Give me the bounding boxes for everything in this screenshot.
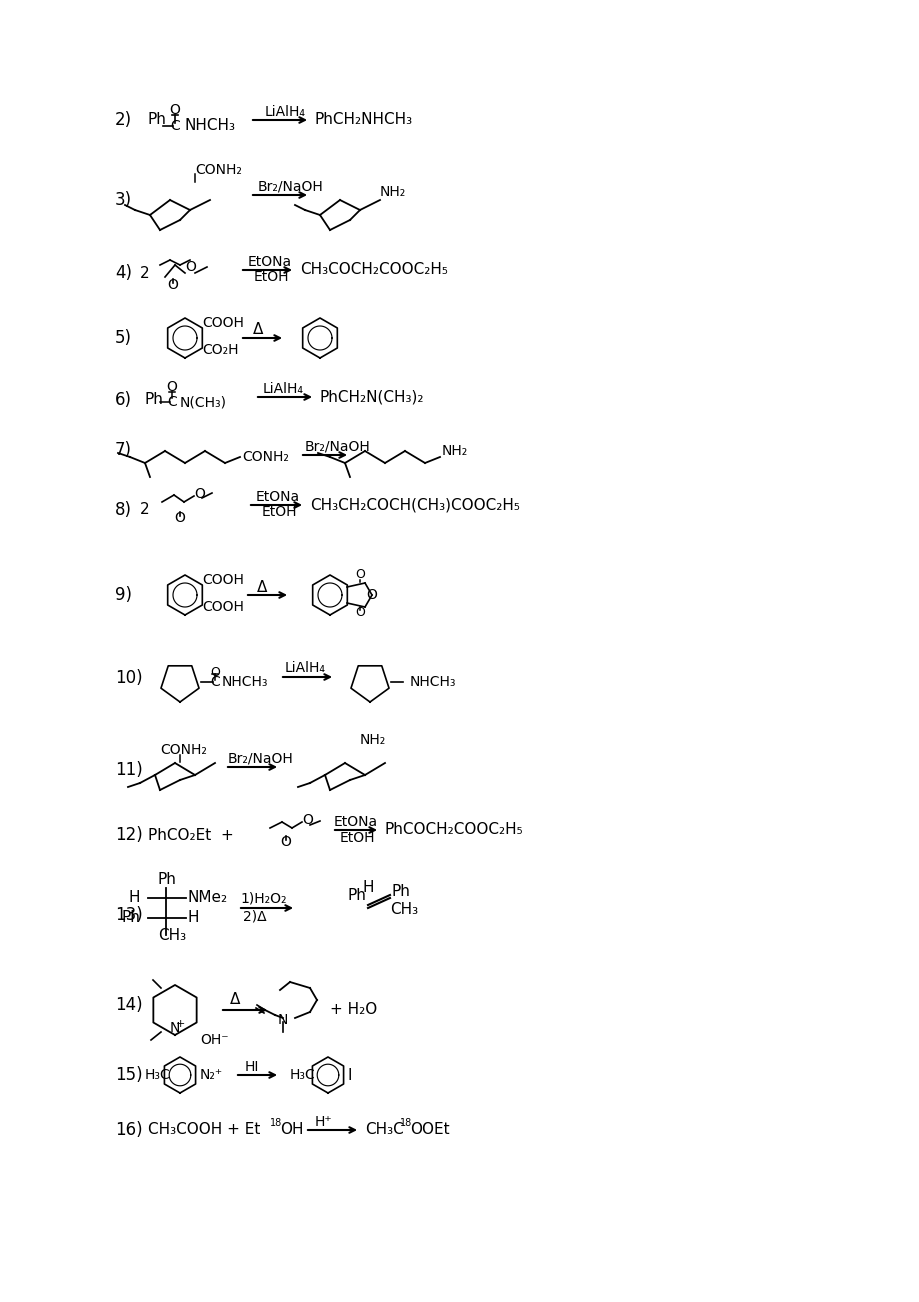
- Text: Ph: Ph: [158, 872, 176, 888]
- Text: 12): 12): [115, 825, 142, 844]
- Text: COOH: COOH: [202, 316, 244, 329]
- Text: C: C: [210, 674, 220, 689]
- Text: 3): 3): [115, 191, 132, 210]
- Text: Br₂/NaOH: Br₂/NaOH: [228, 751, 293, 766]
- Text: PhCH₂N(CH₃)₂: PhCH₂N(CH₃)₂: [320, 389, 424, 405]
- Text: Δ: Δ: [230, 992, 240, 1008]
- Text: CH₃COCH₂COOC₂H₅: CH₃COCH₂COOC₂H₅: [300, 263, 448, 277]
- Text: +: +: [176, 1019, 185, 1029]
- Text: COOH: COOH: [202, 600, 244, 615]
- Text: NHCH₃: NHCH₃: [221, 674, 268, 689]
- Text: O: O: [169, 103, 180, 117]
- Text: NHCH₃: NHCH₃: [185, 118, 236, 134]
- Text: N(CH₃): N(CH₃): [180, 395, 227, 409]
- Text: CH₃CH₂COCH(CH₃)COOC₂H₅: CH₃CH₂COCH(CH₃)COOC₂H₅: [310, 497, 519, 513]
- Text: 5): 5): [115, 329, 131, 348]
- Text: 13): 13): [115, 906, 142, 924]
- Text: N: N: [278, 1013, 288, 1027]
- Text: CH₃C: CH₃C: [365, 1122, 403, 1138]
- Text: 16): 16): [115, 1121, 142, 1139]
- Text: Ph: Ph: [148, 112, 166, 128]
- Text: O: O: [166, 380, 177, 395]
- Text: 2)Δ: 2)Δ: [243, 909, 267, 923]
- Text: H⁺: H⁺: [314, 1115, 333, 1129]
- Text: O: O: [280, 835, 291, 849]
- Text: H: H: [187, 910, 199, 926]
- Text: CONH₂: CONH₂: [195, 163, 242, 177]
- Text: O: O: [355, 607, 365, 620]
- Text: I: I: [347, 1068, 352, 1082]
- Text: EtONa: EtONa: [334, 815, 378, 829]
- Text: 4): 4): [115, 264, 131, 283]
- Text: LiAlH₄: LiAlH₄: [285, 661, 325, 674]
- Text: Ph: Ph: [391, 884, 411, 900]
- Text: O: O: [194, 487, 205, 501]
- Text: 10): 10): [115, 669, 142, 687]
- Text: O: O: [167, 279, 178, 292]
- Text: EtOH: EtOH: [262, 505, 297, 519]
- Text: EtONa: EtONa: [255, 490, 300, 504]
- Text: NMe₂: NMe₂: [187, 891, 228, 905]
- Text: + H₂O: + H₂O: [330, 1003, 377, 1017]
- Text: Δ: Δ: [256, 579, 267, 595]
- Text: 9): 9): [115, 586, 131, 604]
- Text: EtOH: EtOH: [254, 270, 289, 284]
- Text: Br₂/NaOH: Br₂/NaOH: [305, 440, 370, 454]
- Text: CONH₂: CONH₂: [242, 450, 289, 464]
- Text: 2: 2: [140, 266, 150, 280]
- Text: 2: 2: [140, 503, 150, 517]
- Text: H₃C: H₃C: [289, 1068, 315, 1082]
- Text: H: H: [363, 880, 374, 896]
- Text: 18: 18: [269, 1118, 282, 1128]
- Text: PhCOCH₂COOC₂H₅: PhCOCH₂COOC₂H₅: [384, 823, 523, 837]
- Text: COOH: COOH: [202, 573, 244, 587]
- Text: NHCH₃: NHCH₃: [410, 674, 456, 689]
- Text: O: O: [355, 569, 365, 582]
- Text: Br₂/NaOH: Br₂/NaOH: [257, 180, 323, 194]
- Text: NH₂: NH₂: [441, 444, 468, 458]
- Text: Δ: Δ: [253, 323, 263, 337]
- Text: OOEt: OOEt: [410, 1122, 449, 1138]
- Text: H: H: [129, 891, 140, 905]
- Text: LiAlH₄: LiAlH₄: [265, 105, 306, 118]
- Text: 2): 2): [115, 111, 132, 129]
- Text: 8): 8): [115, 501, 131, 519]
- Text: C: C: [170, 118, 180, 133]
- Text: N: N: [170, 1021, 180, 1035]
- Text: CO₂H: CO₂H: [202, 342, 238, 357]
- Text: 7): 7): [115, 441, 131, 460]
- Text: 11): 11): [115, 760, 142, 779]
- Text: O: O: [175, 510, 186, 525]
- Text: 15): 15): [115, 1066, 142, 1085]
- Text: LiAlH₄: LiAlH₄: [263, 381, 303, 396]
- Text: 1)H₂O₂: 1)H₂O₂: [240, 891, 286, 905]
- Text: OH⁻: OH⁻: [199, 1032, 229, 1047]
- Text: Ph: Ph: [121, 910, 140, 926]
- Text: CH₃: CH₃: [158, 927, 186, 943]
- Text: CH₃COOH + Et: CH₃COOH + Et: [148, 1122, 260, 1138]
- Text: C: C: [167, 395, 176, 409]
- Text: O: O: [210, 665, 220, 678]
- Text: 6): 6): [115, 391, 131, 409]
- Text: Ph: Ph: [347, 888, 367, 902]
- Text: EtONa: EtONa: [248, 255, 292, 270]
- Text: N₂⁺: N₂⁺: [199, 1068, 223, 1082]
- Text: NH₂: NH₂: [380, 185, 406, 199]
- Text: 14): 14): [115, 996, 142, 1014]
- Text: HI: HI: [244, 1060, 259, 1074]
- Text: PhCO₂Et  +: PhCO₂Et +: [148, 828, 233, 842]
- Text: O: O: [366, 589, 377, 602]
- Text: O: O: [301, 812, 312, 827]
- Text: Ph: Ph: [145, 392, 164, 408]
- Text: 18: 18: [400, 1118, 412, 1128]
- Text: OH: OH: [279, 1122, 303, 1138]
- Text: PhCH₂NHCH₃: PhCH₂NHCH₃: [314, 112, 413, 128]
- Text: O: O: [185, 260, 196, 273]
- Text: EtOH: EtOH: [340, 831, 375, 845]
- Text: CH₃: CH₃: [390, 902, 417, 918]
- Text: NH₂: NH₂: [359, 733, 386, 747]
- Text: CONH₂: CONH₂: [160, 743, 207, 756]
- Text: H₃C: H₃C: [145, 1068, 171, 1082]
